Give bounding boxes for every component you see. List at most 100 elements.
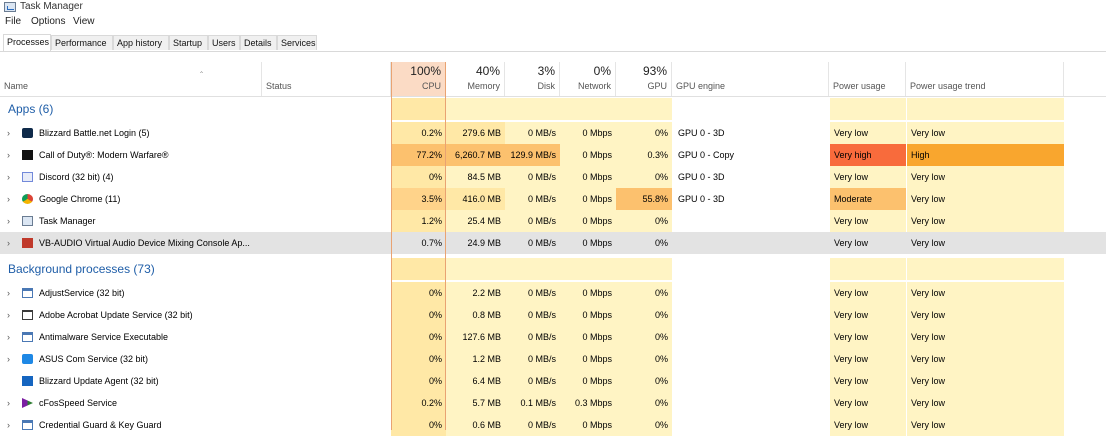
process-power-trend: Very low — [907, 122, 1064, 144]
expand-chevron-icon[interactable]: › — [7, 420, 10, 430]
process-cpu: 0.2% — [391, 122, 446, 144]
column-cpu[interactable]: 100% CPU — [391, 62, 446, 96]
process-gpu: 0% — [616, 370, 672, 392]
process-row[interactable]: › Credential Guard & Key Guard 0% 0.6 MB 0 M… — [0, 414, 1106, 436]
expand-chevron-icon[interactable]: › — [7, 398, 10, 408]
column-gpu-engine-label: GPU engine — [676, 81, 726, 91]
expand-chevron-icon[interactable]: › — [7, 128, 10, 138]
expand-chevron-icon[interactable]: › — [7, 150, 10, 160]
tab-services[interactable]: Services — [277, 35, 317, 50]
process-network: 0 Mbps — [560, 122, 616, 144]
column-network[interactable]: 0% Network — [560, 62, 616, 96]
group-heat-cell — [446, 258, 505, 280]
group-heat-cell — [446, 98, 505, 120]
expand-chevron-icon[interactable]: › — [7, 354, 10, 364]
process-network: 0 Mbps — [560, 210, 616, 232]
process-power-usage: Moderate — [830, 188, 906, 210]
menu-view[interactable]: View — [73, 16, 95, 27]
process-network: 0 Mbps — [560, 232, 616, 254]
tab-processes[interactable]: Processes — [3, 34, 51, 51]
process-gpu-engine: GPU 0 - 3D — [678, 194, 725, 204]
column-memory[interactable]: 40% Memory — [446, 62, 505, 96]
process-row[interactable]: › Adobe Acrobat Update Service (32 bit) 0%… — [0, 304, 1106, 326]
process-power-trend: Very low — [907, 232, 1064, 254]
menu-options[interactable]: Options — [31, 16, 66, 27]
column-power-usage[interactable]: Power usage — [829, 62, 906, 96]
process-gpu-engine — [674, 326, 828, 348]
process-status — [262, 326, 391, 348]
process-status — [262, 166, 391, 188]
tab-startup[interactable]: Startup — [169, 35, 208, 50]
column-name[interactable]: ‸ Name — [0, 62, 262, 96]
process-name: Blizzard Update Agent (32 bit) — [39, 376, 159, 386]
disk-total: 3% — [537, 64, 555, 78]
expand-chevron-icon[interactable]: › — [7, 288, 10, 298]
process-gpu: 0.3% — [616, 144, 672, 166]
service-window-icon — [22, 288, 33, 298]
process-name: Discord (32 bit) (4) — [39, 172, 114, 182]
process-row[interactable]: › Google Chrome (11) 3.5% 416.0 MB 0 MB/s 0 M… — [0, 188, 1106, 210]
process-gpu: 0% — [616, 392, 672, 414]
process-gpu-engine — [674, 282, 828, 304]
process-row[interactable]: › Discord (32 bit) (4) 0% 84.5 MB 0 MB/s 0 Mb… — [0, 166, 1106, 188]
expand-chevron-icon[interactable]: › — [7, 332, 10, 342]
process-power-usage: Very low — [830, 232, 906, 254]
process-cpu: 0% — [391, 282, 446, 304]
tab-users[interactable]: Users — [208, 35, 240, 50]
cfosspeed-icon — [22, 398, 33, 408]
process-power-trend: Very low — [907, 392, 1064, 414]
column-gpu-engine[interactable]: GPU engine — [672, 62, 829, 96]
expand-chevron-icon[interactable]: › — [7, 172, 10, 182]
column-power-usage-trend[interactable]: Power usage trend — [906, 62, 1064, 96]
process-row[interactable]: › ASUS Com Service (32 bit) 0% 1.2 MB 0 MB/s… — [0, 348, 1106, 370]
group-heat-cell — [505, 98, 560, 120]
process-row[interactable]: › cFosSpeed Service 0.2% 5.7 MB 0.1 MB/s 0.3 … — [0, 392, 1106, 414]
battlenet-icon — [22, 128, 33, 138]
service-window-icon — [22, 332, 33, 342]
process-gpu: 0% — [616, 304, 672, 326]
service-window-icon — [22, 420, 33, 430]
process-gpu-engine — [674, 414, 828, 436]
menu-file[interactable]: File — [5, 16, 22, 27]
process-row[interactable]: › Task Manager 1.2% 25.4 MB 0 MB/s 0 Mbps 0% Ve… — [0, 210, 1106, 232]
process-name: VB-AUDIO Virtual Audio Device Mixing Con… — [39, 238, 250, 248]
process-disk: 0 MB/s — [505, 414, 560, 436]
process-cpu: 0.2% — [391, 392, 446, 414]
process-cpu: 0% — [391, 370, 446, 392]
process-disk: 0 MB/s — [505, 188, 560, 210]
process-name: Antimalware Service Executable — [39, 332, 169, 342]
column-disk[interactable]: 3% Disk — [505, 62, 560, 96]
group-title: Apps (6) — [8, 102, 54, 116]
process-name: Task Manager — [39, 216, 96, 226]
process-power-trend: Very low — [907, 304, 1064, 326]
process-name-cell: › Google Chrome (11) — [0, 188, 262, 210]
process-gpu-engine: GPU 0 - Copy — [678, 150, 735, 160]
process-gpu-engine: GPU 0 - 3D — [678, 172, 725, 182]
expand-chevron-icon[interactable]: › — [7, 238, 10, 248]
process-name-cell: › Adobe Acrobat Update Service (32 bit) — [0, 304, 262, 326]
process-memory: 5.7 MB — [446, 392, 505, 414]
expand-chevron-icon[interactable]: › — [7, 310, 10, 320]
tab-details[interactable]: Details — [240, 35, 277, 50]
tab-performance[interactable]: Performance — [51, 35, 113, 50]
expand-chevron-icon[interactable]: › — [7, 194, 10, 204]
process-row[interactable]: Blizzard Update Agent (32 bit) 0% 6.4 MB 0 … — [0, 370, 1106, 392]
process-row[interactable]: › Antimalware Service Executable 0% 127.6 M… — [0, 326, 1106, 348]
process-power-trend: Very low — [907, 370, 1064, 392]
asus-icon — [22, 354, 33, 364]
process-row[interactable]: › VB-AUDIO Virtual Audio Device Mixing Co… — [0, 232, 1106, 254]
process-row[interactable]: › Call of Duty®: Modern Warfare® 77.2% 6,26… — [0, 144, 1106, 166]
process-row[interactable]: › Blizzard Battle.net Login (5) 0.2% 279.6 … — [0, 122, 1106, 144]
expand-chevron-icon[interactable]: › — [7, 216, 10, 226]
column-status[interactable]: Status — [262, 62, 391, 96]
process-name: AdjustService (32 bit) — [39, 288, 125, 298]
process-name-cell: › Antimalware Service Executable — [0, 326, 262, 348]
process-status — [262, 232, 391, 254]
process-gpu: 0% — [616, 232, 672, 254]
column-gpu[interactable]: 93% GPU — [616, 62, 672, 96]
tab-app-history[interactable]: App history — [113, 35, 169, 50]
process-name-cell: › Task Manager — [0, 210, 262, 232]
title-bar: Task Manager — [0, 0, 1106, 14]
process-memory: 6,260.7 MB — [446, 144, 505, 166]
process-row[interactable]: › AdjustService (32 bit) 0% 2.2 MB 0 MB/s 0 M… — [0, 282, 1106, 304]
